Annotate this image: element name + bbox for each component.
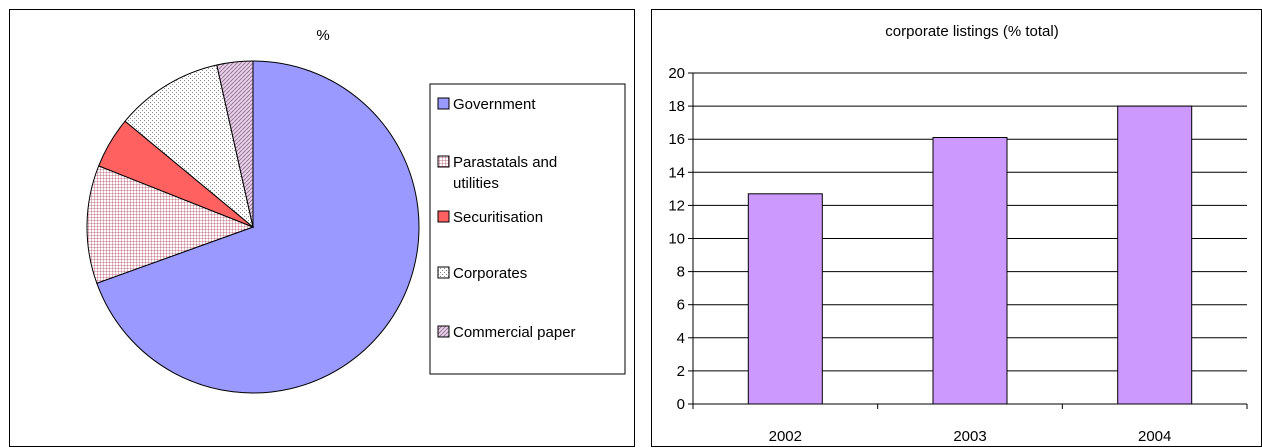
legend-government-swatch bbox=[437, 97, 450, 110]
y-tick-label: 12 bbox=[668, 197, 685, 214]
slice-corporates bbox=[124, 64, 254, 229]
y-tick-label: 20 bbox=[668, 65, 685, 82]
y-tick-label: 10 bbox=[668, 231, 685, 248]
bar-chart-panel: corporate listings (% total) 0 2 4 6 8 10 12 14… bbox=[651, 9, 1262, 447]
bar-2004 bbox=[1117, 105, 1193, 405]
pie-chart-panel: % Government Parastatals and utilities Secu… bbox=[9, 9, 635, 447]
bar-chart-svg: corporate listings (% total) 0 2 4 6 8 10 12 14… bbox=[668, 23, 1248, 445]
x-tick-label: 2003 bbox=[953, 428, 986, 445]
legend-securitisation-label: Securitisation bbox=[453, 209, 543, 226]
y-tick-label: 4 bbox=[677, 330, 685, 347]
slice-parastatals-and-utilities bbox=[86, 165, 255, 284]
pie-chart-svg: % Government Parastatals and utilities Secu… bbox=[86, 27, 626, 394]
slice-commercial-paper bbox=[216, 60, 254, 228]
legend-commercial-paper-label: Commercial paper bbox=[453, 324, 576, 341]
bar-2002 bbox=[747, 193, 823, 405]
pie-legend bbox=[429, 83, 626, 375]
legend-commercial-paper-swatch bbox=[437, 325, 450, 338]
x-tick-label: 2004 bbox=[1138, 428, 1171, 445]
x-tick-label: 2002 bbox=[769, 428, 802, 445]
legend-parastatals-and-utilities-label: Parastatals and utilities bbox=[453, 154, 557, 192]
legend-securitisation-swatch bbox=[437, 210, 450, 223]
y-tick-label: 16 bbox=[668, 131, 685, 148]
bar-chart-title: corporate listings (% total) bbox=[885, 23, 1058, 40]
y-tick-label: 0 bbox=[677, 396, 685, 413]
legend-parastatals-and-utilities-swatch bbox=[437, 155, 450, 168]
y-tick-label: 2 bbox=[677, 363, 685, 380]
legend-government-label: Government bbox=[453, 96, 536, 113]
pie-chart-title: % bbox=[316, 27, 329, 44]
slice-government bbox=[96, 60, 420, 394]
y-tick-label: 8 bbox=[677, 264, 685, 281]
bar-2003 bbox=[932, 137, 1008, 405]
y-tick-label: 18 bbox=[668, 98, 685, 115]
y-tick-label: 14 bbox=[668, 164, 685, 181]
legend-corporates-label: Corporates bbox=[453, 265, 527, 282]
y-tick-label: 6 bbox=[677, 297, 685, 314]
legend-corporates-swatch bbox=[437, 266, 450, 279]
